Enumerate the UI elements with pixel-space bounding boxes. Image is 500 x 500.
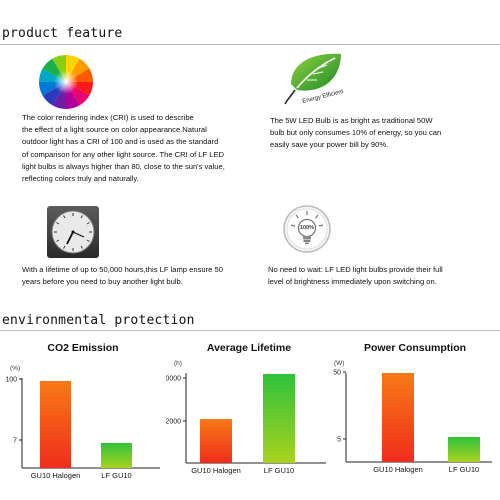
unit-label: (W): [334, 360, 344, 367]
y-tick-label: 50000: [166, 376, 181, 383]
chart-title: CO2 Emission: [47, 342, 119, 354]
average-lifetime-chart: Average Lifetime (h) 50000 2000 GU10 Haloge…: [166, 330, 332, 500]
unit-label: (%): [10, 365, 20, 372]
text-line: of comparison for any other light source…: [22, 149, 225, 159]
bulb-percent-label: 100%: [300, 225, 315, 231]
bar-halogen: [200, 419, 232, 463]
chart-title: Average Lifetime: [206, 342, 292, 354]
clock-icon: [46, 205, 100, 264]
text-line: No need to wait: LF LED light bulbs prov…: [268, 265, 443, 274]
y-tick-label: 5: [337, 437, 341, 444]
section-title-product-feature: product feature: [2, 26, 123, 41]
text-line: outdoor light has a CRI of 100 and is us…: [22, 137, 219, 147]
color-wheel-icon: [38, 54, 94, 115]
co2-emission-chart: CO2 Emission (%) 100 7 GU10 Halogen LF GU10: [0, 330, 166, 500]
y-tick-label: 7: [13, 438, 17, 445]
unit-label: (h): [174, 360, 182, 367]
text-line: bulb but only consumes 10% of energy, so…: [270, 128, 442, 138]
y-tick-label: 100: [5, 377, 17, 384]
bar-halogen: [40, 381, 71, 468]
x-category-label: GU10 Halogen: [31, 471, 81, 480]
chart-plot: (W) 50 5 GU10 Halogen LF GU10: [333, 360, 492, 474]
chart-title: Power Consumption: [363, 342, 467, 354]
bar-led: [101, 443, 132, 468]
text-line: years before you need to buy another lig…: [22, 277, 183, 287]
energy-efficient-leaf-icon: [283, 50, 351, 111]
cri-description: The color rendering index (CRI) is used …: [22, 112, 247, 185]
text-line: easily save your power bill by 90%.: [270, 140, 389, 150]
energy-description: The 5W LED Bulb is as bright as traditio…: [270, 115, 490, 152]
x-category-label: LF GU10: [264, 466, 294, 475]
x-category-label: LF GU10: [101, 471, 131, 480]
text-line: reflecting colors truly and naturally.: [22, 174, 139, 184]
text-line: The 5W LED Bulb is as bright as traditio…: [270, 116, 433, 125]
lifetime-description: With a lifetime of up to 50,000 hours,th…: [22, 264, 252, 288]
power-consumption-chart: Power Consumption (W) 50 5 GU10 Halogen LF G…: [332, 330, 498, 500]
bar-led: [263, 374, 295, 463]
chart-plot: (%) 100 7 GU10 Halogen LF GU10: [5, 365, 160, 480]
chart-plot: (h) 50000 2000 GU10 Halogen LF GU10: [166, 360, 326, 475]
x-category-label: GU10 Halogen: [191, 466, 241, 475]
text-line: With a lifetime of up to 50,000 hours,th…: [22, 265, 223, 274]
text-line: level of brightness immediately upon swi…: [268, 277, 437, 287]
text-line: light bulbs is always higher than 80, cl…: [22, 161, 225, 171]
text-line: the effect of a light source on color ap…: [22, 125, 207, 135]
text-line: The color rendering index (CRI) is used …: [22, 113, 194, 122]
section-divider: [0, 330, 500, 331]
bar-led: [448, 437, 480, 462]
instant-on-description: No need to wait: LF LED light bulbs prov…: [268, 264, 493, 288]
light-bulb-icon: [282, 204, 332, 259]
section-divider: [0, 44, 500, 45]
x-category-label: GU10 Halogen: [373, 465, 423, 474]
x-category-label: LF GU10: [449, 465, 479, 474]
y-tick-label: 2000: [166, 419, 181, 426]
y-tick-label: 50: [333, 370, 341, 377]
bar-halogen: [382, 373, 414, 462]
section-title-environmental-protection: environmental protection: [2, 313, 195, 328]
